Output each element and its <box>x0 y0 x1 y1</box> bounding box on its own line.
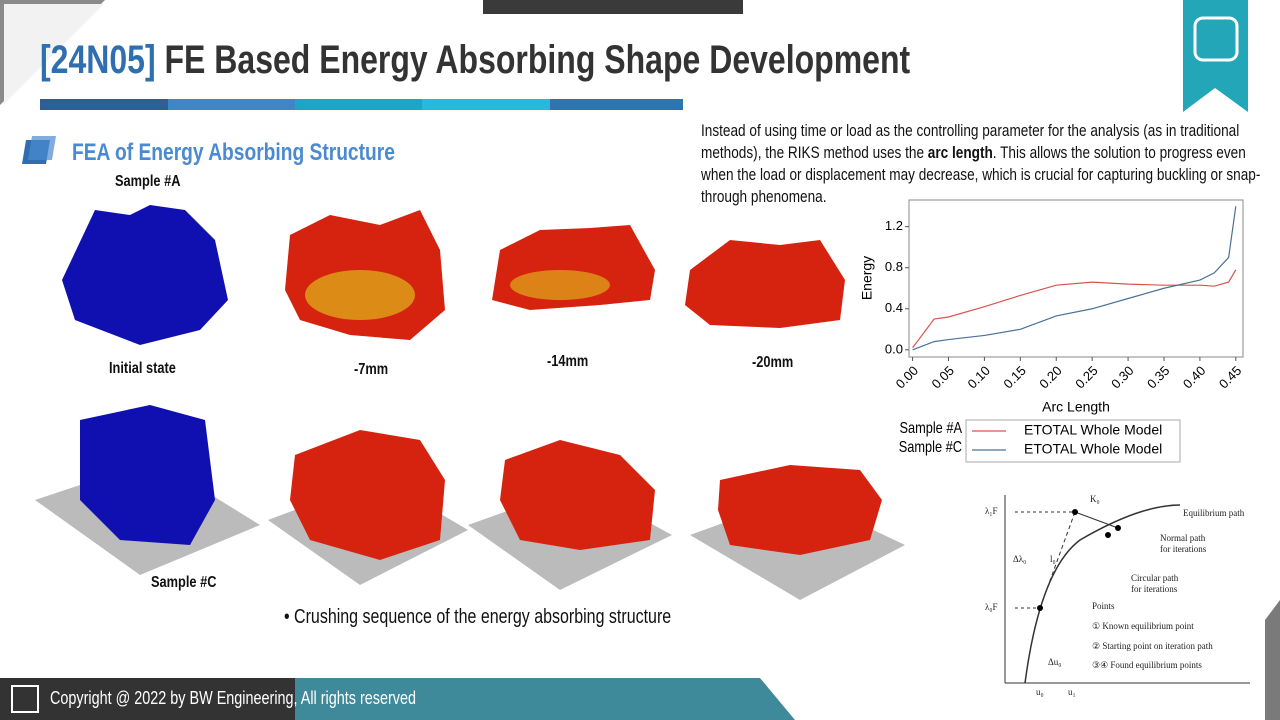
footer-logo <box>11 685 39 713</box>
diagram-label: ③④ Found equilibrium points <box>1092 660 1202 670</box>
sample-label: Sample #A <box>115 173 181 190</box>
top-bar <box>483 0 743 14</box>
text: . This allows the solution to progress e… <box>701 143 1261 206</box>
model-c-20mm <box>718 465 882 555</box>
plot-frame <box>908 199 1244 358</box>
section-icon <box>28 136 56 160</box>
legend-prefix: Sample #A <box>899 420 962 438</box>
tangent <box>1039 511 1076 609</box>
stage-label: -20mm <box>752 354 794 371</box>
stripe <box>168 99 295 110</box>
diagram-label: Circular path <box>1131 573 1179 583</box>
diagram-label: for iterations <box>1131 584 1178 594</box>
model-shade <box>305 270 415 320</box>
x-axis-label: Arc Length <box>1042 399 1110 415</box>
x-tick-label: 0.10 <box>964 363 993 392</box>
title-text: FE Based Energy Absorbing Shape Developm… <box>164 38 911 82</box>
logo <box>1193 16 1239 62</box>
diagram-label: u₀ <box>1036 687 1044 697</box>
diagram-label: ① Known equilibrium point <box>1092 621 1194 631</box>
normal <box>1074 511 1119 529</box>
diagram-label: ② Starting point on iteration path <box>1092 641 1213 651</box>
diagram-label: Δλ₀ <box>1013 554 1026 564</box>
diagram-label: λ₁F <box>985 506 998 516</box>
line-series <box>912 269 1237 349</box>
stage-label: -7mm <box>354 361 389 378</box>
point <box>1037 605 1043 611</box>
text: Instead of using time or load as the con… <box>701 121 1240 162</box>
curve <box>1024 504 1181 684</box>
logo-ribbon <box>1183 0 1248 112</box>
point <box>1072 509 1078 515</box>
diagram-label: K₀ <box>1090 494 1100 504</box>
model-shade <box>510 270 610 300</box>
model-c-7mm <box>290 430 445 560</box>
diagram-label: Normal path <box>1160 533 1206 543</box>
model-initial <box>62 205 228 345</box>
stripe <box>550 99 683 110</box>
diagram-label: u₁ <box>1068 687 1076 697</box>
model-20mm <box>685 240 845 328</box>
x-tick-label: 0.15 <box>1000 363 1029 392</box>
model-initial-c <box>80 405 215 545</box>
riks-diagram <box>1004 495 1250 684</box>
title-code: [24N05] <box>40 38 156 82</box>
footer-bar <box>0 678 295 720</box>
stage-label: Initial state <box>109 360 176 377</box>
diagram-label: l₀ <box>1050 554 1056 564</box>
text-bold: arc length <box>927 143 993 162</box>
copyright: Copyright @ 2022 by BW Engineering, All … <box>50 688 416 708</box>
y-tick-label: 0.4 <box>885 300 903 315</box>
section-title: FEA of Energy Absorbing Structure <box>72 139 395 166</box>
stripe <box>295 99 422 110</box>
x-tick-label: 0.45 <box>1216 363 1245 392</box>
corner-inner <box>4 4 104 104</box>
corner-br <box>1265 600 1280 720</box>
x-tick-label: 0.40 <box>1180 363 1209 392</box>
legend-prefix: Sample #C <box>899 439 962 457</box>
title: [24N05] FE Based Energy Absorbing Shape … <box>40 38 910 83</box>
diagram-label: Equilibrium path <box>1183 508 1245 518</box>
x-tick-label: 0.20 <box>1036 363 1065 392</box>
line-series <box>912 206 1237 351</box>
y-tick-label: 0.0 <box>885 341 903 356</box>
caption: • Crushing sequence of the energy absorb… <box>284 606 672 628</box>
legend-box <box>965 419 1181 463</box>
point <box>1105 532 1111 538</box>
description: Instead of using time or load as the con… <box>701 120 1261 208</box>
x-tick-label: 0.25 <box>1072 363 1101 392</box>
x-tick-label: 0.30 <box>1108 363 1137 392</box>
sample-label: Sample #C <box>151 574 217 591</box>
y-tick-label: 1.2 <box>885 218 903 233</box>
stripe <box>422 99 550 110</box>
chart: Arc Length Energy 0.00 0.05 0.10 0.15 0.20 0.… <box>859 199 1245 463</box>
x-tick-label: 0.35 <box>1144 363 1173 392</box>
diagram-label: for iterations <box>1160 544 1207 554</box>
diagram-label: λ₀F <box>985 602 998 612</box>
y-tick-label: 0.8 <box>885 259 903 274</box>
y-axis-label: Energy <box>859 256 875 300</box>
diagram-label: Points <box>1092 601 1115 611</box>
stage-label: -14mm <box>547 353 589 370</box>
x-tick-label: 0.00 <box>893 363 922 392</box>
point <box>1115 525 1121 531</box>
legend-label: ETOTAL Whole Model <box>1024 422 1162 438</box>
diagram-label: Δu₀ <box>1048 657 1061 667</box>
model-c-14mm <box>500 440 655 550</box>
stripe <box>40 99 168 110</box>
legend-label: ETOTAL Whole Model <box>1024 441 1162 457</box>
footer-band <box>295 678 795 720</box>
x-tick-label: 0.05 <box>929 363 958 392</box>
